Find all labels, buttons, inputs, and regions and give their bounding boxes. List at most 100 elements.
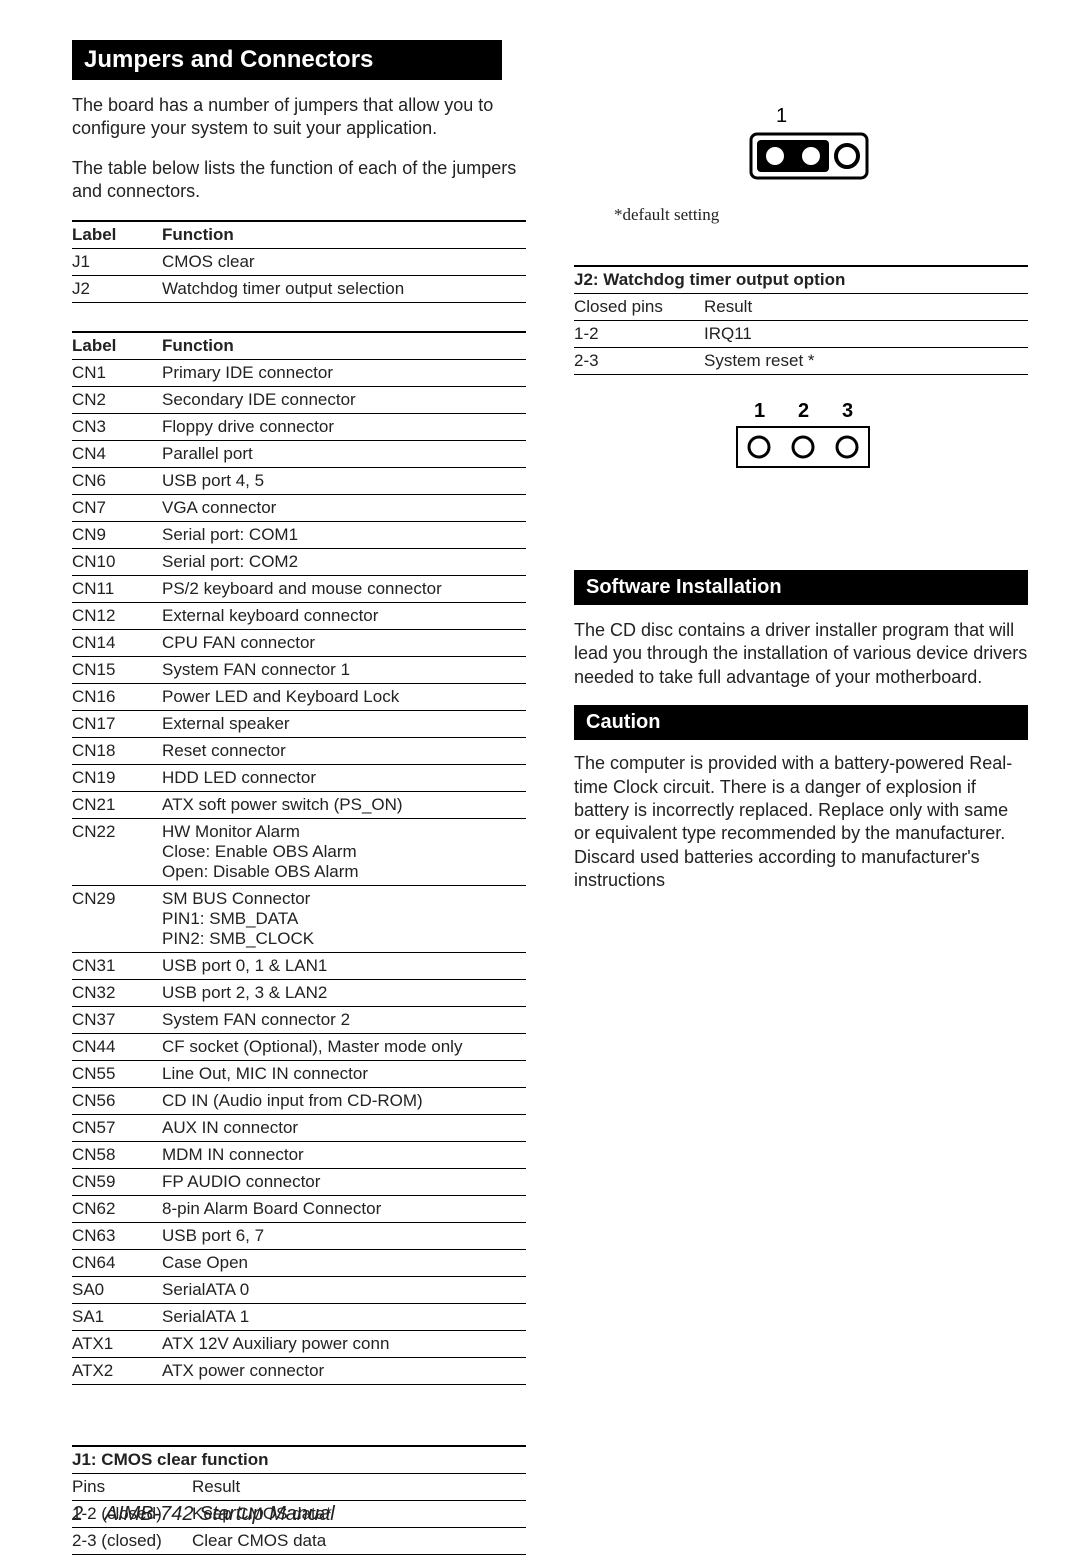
software-text: The CD disc contains a driver installer … [574, 619, 1028, 689]
connector-th-function: Function [162, 332, 526, 360]
table-cell: USB port 6, 7 [162, 1222, 526, 1249]
table-cell: SA0 [72, 1276, 162, 1303]
table-cell: HDD LED connector [162, 764, 526, 791]
right-column: 1 *default setting J2: Watchdog timer ou… [574, 94, 1028, 1555]
table-cell: Floppy drive connector [162, 413, 526, 440]
table-cell: FP AUDIO connector [162, 1168, 526, 1195]
table-cell: CN3 [72, 413, 162, 440]
table-cell: CN11 [72, 575, 162, 602]
table-cell: CN21 [72, 791, 162, 818]
table-cell: ATX 12V Auxiliary power conn [162, 1330, 526, 1357]
table-cell: CN4 [72, 440, 162, 467]
table-cell: IRQ11 [704, 321, 1028, 348]
pinlabel: 3 [842, 400, 853, 422]
table-cell: CN7 [72, 494, 162, 521]
section-heading-software: Software Installation [574, 570, 1028, 605]
table-cell: CN31 [72, 952, 162, 979]
table-cell: Reset connector [162, 737, 526, 764]
j2-title: J2: Watchdog timer output option [574, 266, 1028, 294]
connectors-table: Label Function CN1Primary IDE connectorC… [72, 331, 526, 1385]
table-cell: ATX power connector [162, 1357, 526, 1384]
table-cell: CPU FAN connector [162, 629, 526, 656]
table-cell: ATX soft power switch (PS_ON) [162, 791, 526, 818]
table-cell: Case Open [162, 1249, 526, 1276]
table-cell: CD IN (Audio input from CD-ROM) [162, 1087, 526, 1114]
table-cell: Parallel port [162, 440, 526, 467]
table-cell: CN58 [72, 1141, 162, 1168]
table-cell: ATX2 [72, 1357, 162, 1384]
connector-th-label: Label [72, 332, 162, 360]
jumper-th-label: Label [72, 221, 162, 249]
table-cell: Primary IDE connector [162, 359, 526, 386]
table-cell: Serial port: COM2 [162, 548, 526, 575]
footer-title: AIMB-742 Startup Manual [105, 1503, 335, 1525]
table-cell: HW Monitor Alarm Close: Enable OBS Alarm… [162, 818, 526, 885]
table-cell: CN59 [72, 1168, 162, 1195]
table-cell: CN1 [72, 359, 162, 386]
j1-title: J1: CMOS clear function [72, 1446, 526, 1474]
table-cell: AUX IN connector [162, 1114, 526, 1141]
table-cell: External keyboard connector [162, 602, 526, 629]
intro-paragraph-2: The table below lists the function of ea… [72, 157, 526, 204]
table-cell: SerialATA 0 [162, 1276, 526, 1303]
table-cell: 2-3 (closed) [72, 1527, 192, 1554]
j2-th-result: Result [704, 294, 1028, 321]
table-cell: VGA connector [162, 494, 526, 521]
table-cell: PS/2 keyboard and mouse connector [162, 575, 526, 602]
table-cell: MDM IN connector [162, 1141, 526, 1168]
table-cell: CN9 [72, 521, 162, 548]
page-number: 2 [72, 1503, 83, 1525]
table-cell: CN17 [72, 710, 162, 737]
jumper-svg-1: 1 [721, 104, 881, 194]
section-heading-jumpers: Jumpers and Connectors [72, 40, 502, 80]
j1-table: J1: CMOS clear function Pins Result 1-2 … [72, 1445, 526, 1555]
table-cell: CN6 [72, 467, 162, 494]
table-cell: CN10 [72, 548, 162, 575]
j1-th-result: Result [192, 1473, 526, 1500]
table-cell: CN55 [72, 1060, 162, 1087]
j2-th-pins: Closed pins [574, 294, 704, 321]
table-cell: CN32 [72, 979, 162, 1006]
table-cell: USB port 0, 1 & LAN1 [162, 952, 526, 979]
table-cell: CN16 [72, 683, 162, 710]
table-cell: CN62 [72, 1195, 162, 1222]
table-cell: USB port 4, 5 [162, 467, 526, 494]
j2-table: J2: Watchdog timer output option Closed … [574, 265, 1028, 375]
jumper-figure-j2: 1 2 3 [574, 399, 1028, 484]
table-cell: CN19 [72, 764, 162, 791]
jumpers-table: Label Function J1CMOS clear J2Watchdog t… [72, 220, 526, 303]
table-cell: 1-2 [574, 321, 704, 348]
table-cell: CN37 [72, 1006, 162, 1033]
default-setting-note: *default setting [614, 205, 1028, 225]
table-cell: CN12 [72, 602, 162, 629]
table-cell: CN2 [72, 386, 162, 413]
table-cell: Power LED and Keyboard Lock [162, 683, 526, 710]
table-cell: CN15 [72, 656, 162, 683]
table-cell: SM BUS Connector PIN1: SMB_DATA PIN2: SM… [162, 885, 526, 952]
table-cell: System reset * [704, 348, 1028, 375]
table-cell: CN44 [72, 1033, 162, 1060]
jumper-th-function: Function [162, 221, 526, 249]
jumper-figure-j1: 1 [574, 104, 1028, 199]
table-cell: CF socket (Optional), Master mode only [162, 1033, 526, 1060]
table-cell: ATX1 [72, 1330, 162, 1357]
intro-paragraph-1: The board has a number of jumpers that a… [72, 94, 526, 141]
pin-label-1: 1 [776, 105, 787, 127]
table-cell: System FAN connector 1 [162, 656, 526, 683]
j1-th-pins: Pins [72, 1473, 192, 1500]
table-cell: CN63 [72, 1222, 162, 1249]
table-cell: CMOS clear [162, 248, 526, 275]
table-cell: CN14 [72, 629, 162, 656]
table-cell: System FAN connector 2 [162, 1006, 526, 1033]
caution-text: The computer is provided with a battery-… [574, 752, 1028, 892]
table-cell: SA1 [72, 1303, 162, 1330]
table-cell: Watchdog timer output selection [162, 275, 526, 302]
table-cell: Clear CMOS data [192, 1527, 526, 1554]
table-cell: J2 [72, 275, 162, 302]
table-cell: CN29 [72, 885, 162, 952]
table-cell: USB port 2, 3 & LAN2 [162, 979, 526, 1006]
table-cell: SerialATA 1 [162, 1303, 526, 1330]
table-cell: Secondary IDE connector [162, 386, 526, 413]
table-cell: 2-3 [574, 348, 704, 375]
pinlabel: 1 [754, 400, 765, 422]
